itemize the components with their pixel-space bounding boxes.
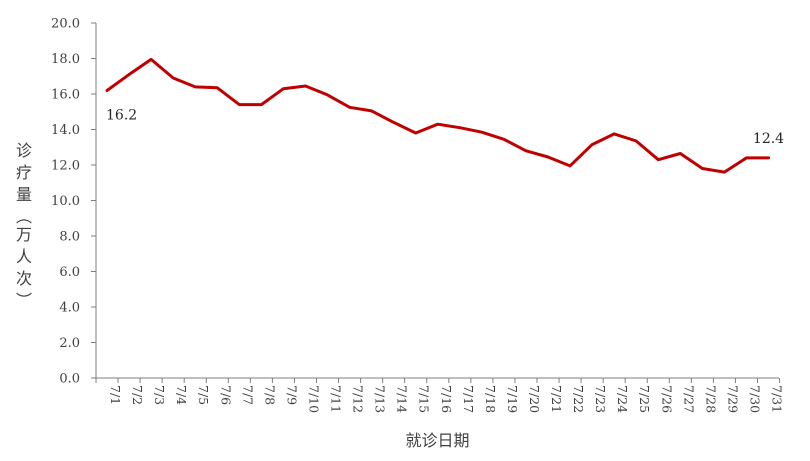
x-tick-label: 7/20 xyxy=(527,385,542,413)
x-tick-label: 7/29 xyxy=(725,385,740,413)
x-tick-label: 7/11 xyxy=(329,385,344,413)
x-tick-label: 7/18 xyxy=(483,385,498,413)
y-tick-label: 6.0 xyxy=(59,265,80,280)
y-tick-label: 2.0 xyxy=(59,336,80,351)
x-tick-label: 7/25 xyxy=(637,385,652,413)
x-tick-label: 7/6 xyxy=(218,385,233,405)
x-tick-label: 7/17 xyxy=(461,385,476,413)
x-axis: 7/1 7/2 7/3 7/4 7/5 7/6 7/7 7/8 7/9 7/10 7/11 7/12 7… xyxy=(95,377,785,413)
x-tick-label: 7/13 xyxy=(373,385,388,413)
y-tick-label: 14.0 xyxy=(51,123,80,138)
x-tick-label: 7/21 xyxy=(549,385,564,413)
x-tick-label: 7/19 xyxy=(505,385,520,413)
y-tick-label: 12.0 xyxy=(51,159,80,174)
x-tick-label: 7/2 xyxy=(130,385,145,405)
y-tick-label: 16.0 xyxy=(51,88,80,103)
x-tick-label: 7/30 xyxy=(747,385,762,413)
y-tick-label: 0.0 xyxy=(59,372,80,387)
data-label: 12.4 xyxy=(753,131,784,147)
x-tick-label: 7/10 xyxy=(306,385,321,413)
x-tick-label: 7/28 xyxy=(703,385,718,413)
y-axis-title: 诊疗量︵万人次︶ xyxy=(16,141,32,310)
x-tick-label: 7/31 xyxy=(770,385,785,413)
x-tick-label: 7/9 xyxy=(284,385,299,405)
x-tick-label: 7/12 xyxy=(351,385,366,413)
x-tick-label: 7/22 xyxy=(571,385,586,413)
series-line xyxy=(105,57,770,174)
x-tick-label: 7/8 xyxy=(262,385,277,405)
y-tick-label: 10.0 xyxy=(51,194,80,209)
x-tick-label: 7/14 xyxy=(395,385,410,413)
x-tick-label: 7/4 xyxy=(174,385,189,405)
y-axis: 0.0 2.0 4.0 6.0 8.0 10.0 12.0 14.0 16.0 18.0 20.0 xyxy=(51,17,97,387)
x-tick-label: 7/16 xyxy=(439,385,454,413)
x-tick-label: 7/26 xyxy=(659,385,674,413)
x-tick-label: 7/5 xyxy=(196,385,211,405)
data-label: 16.2 xyxy=(106,107,137,123)
x-tick-label: 7/1 xyxy=(108,385,123,405)
x-tick-label: 7/23 xyxy=(593,385,608,413)
x-tick-label: 7/24 xyxy=(615,385,630,413)
data-labels: 16.2 12.4 xyxy=(106,107,784,146)
x-tick-label: 7/15 xyxy=(417,385,432,413)
x-tick-label: 7/7 xyxy=(240,385,255,405)
x-axis-title: 就诊日期 xyxy=(405,431,469,450)
y-tick-label: 4.0 xyxy=(59,301,80,316)
y-tick-label: 8.0 xyxy=(59,230,80,245)
x-tick-label: 7/3 xyxy=(152,385,167,405)
y-tick-label: 20.0 xyxy=(51,17,80,32)
y-tick-label: 18.0 xyxy=(51,52,80,67)
x-tick-label: 7/27 xyxy=(681,385,696,413)
